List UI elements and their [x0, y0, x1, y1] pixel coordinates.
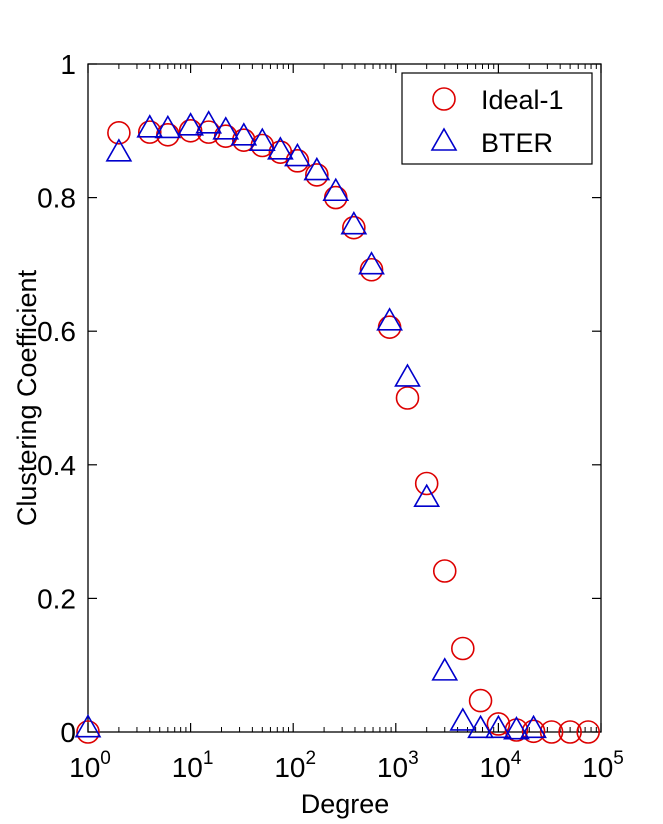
- y-axis: 0 0.2 0.4 0.6 0.8 1: [37, 49, 601, 748]
- data-point-circle: [231, 128, 256, 152]
- data-point-circle: [137, 120, 162, 144]
- legend-label-bter: BTER: [481, 128, 553, 158]
- data-point-triangle: [358, 251, 385, 275]
- y-tick-label: 0: [60, 717, 76, 748]
- data-point-triangle: [303, 156, 331, 181]
- data-point-triangle: [248, 127, 276, 151]
- x-tick-label: 102: [274, 748, 316, 783]
- data-point-circle: [486, 712, 511, 736]
- data-point-triangle: [284, 142, 311, 167]
- data-point-triangle: [467, 714, 494, 739]
- y-tick-label: 0.2: [37, 583, 76, 614]
- data-point-triangle: [413, 483, 441, 508]
- data-point-triangle: [503, 716, 530, 740]
- data-point-triangle: [520, 714, 547, 739]
- data-point-triangle: [195, 110, 223, 134]
- legend-marker-ideal-1: [432, 87, 456, 111]
- data-point-triangle: [177, 112, 204, 136]
- data-point-triangle: [394, 363, 421, 387]
- x-tick-label: 103: [377, 748, 419, 783]
- data-point-circle: [558, 720, 582, 744]
- y-tick-label: 0.8: [37, 183, 76, 214]
- y-tick-label: 0.6: [37, 316, 76, 347]
- data-point-circle: [576, 720, 600, 744]
- data-point-circle: [342, 215, 366, 240]
- data-point-triangle: [230, 122, 258, 146]
- legend: Ideal-1 BTER: [401, 72, 593, 165]
- data-point-circle: [323, 185, 348, 210]
- data-point-circle: [359, 257, 384, 282]
- data-point-triangle: [322, 177, 350, 202]
- data-point-triangle: [136, 114, 164, 138]
- legend-marker-bter: [430, 127, 458, 151]
- data-point-circle: [305, 163, 329, 187]
- data-point-triangle: [449, 707, 477, 731]
- series-0: [76, 119, 600, 744]
- y-tick-label: 0.4: [37, 450, 76, 481]
- data-point-triangle: [485, 714, 512, 739]
- data-point-circle: [285, 149, 310, 173]
- data-point-triangle: [267, 136, 294, 160]
- legend-label-ideal-1: Ideal-1: [481, 85, 564, 115]
- data-point-triangle: [376, 307, 403, 331]
- plot-frame: [87, 63, 602, 733]
- data-point-circle: [107, 121, 131, 145]
- data-point-circle: [451, 636, 475, 661]
- x-axis: 100 101 102 103 104 105: [69, 64, 624, 783]
- data-point-triangle: [431, 657, 459, 681]
- x-tick-label: 104: [480, 748, 522, 783]
- x-tick-label: 105: [582, 748, 624, 783]
- x-tick-label: 101: [172, 748, 214, 783]
- data-point-circle: [468, 688, 493, 713]
- data-point-triangle: [105, 138, 133, 162]
- data-point-circle: [414, 471, 439, 496]
- data-point-circle: [178, 119, 203, 143]
- x-tick-label: 100: [69, 748, 111, 783]
- data-point-circle: [76, 720, 100, 744]
- legend-box: [401, 72, 593, 165]
- data-point-circle: [395, 386, 420, 410]
- x-axis-label: Degree: [301, 789, 390, 819]
- series-layer: [74, 110, 600, 744]
- series-1: [74, 110, 547, 740]
- y-tick-label: 1: [60, 49, 76, 80]
- data-point-triangle: [74, 714, 102, 738]
- data-point-triangle: [212, 116, 240, 140]
- data-point-circle: [521, 719, 546, 744]
- data-point-circle: [539, 720, 564, 744]
- data-point-triangle: [154, 114, 182, 139]
- data-point-triangle: [340, 211, 368, 235]
- data-point-circle: [377, 315, 402, 339]
- data-point-circle: [432, 559, 457, 583]
- y-axis-label: Clustering Coefficient: [12, 269, 42, 526]
